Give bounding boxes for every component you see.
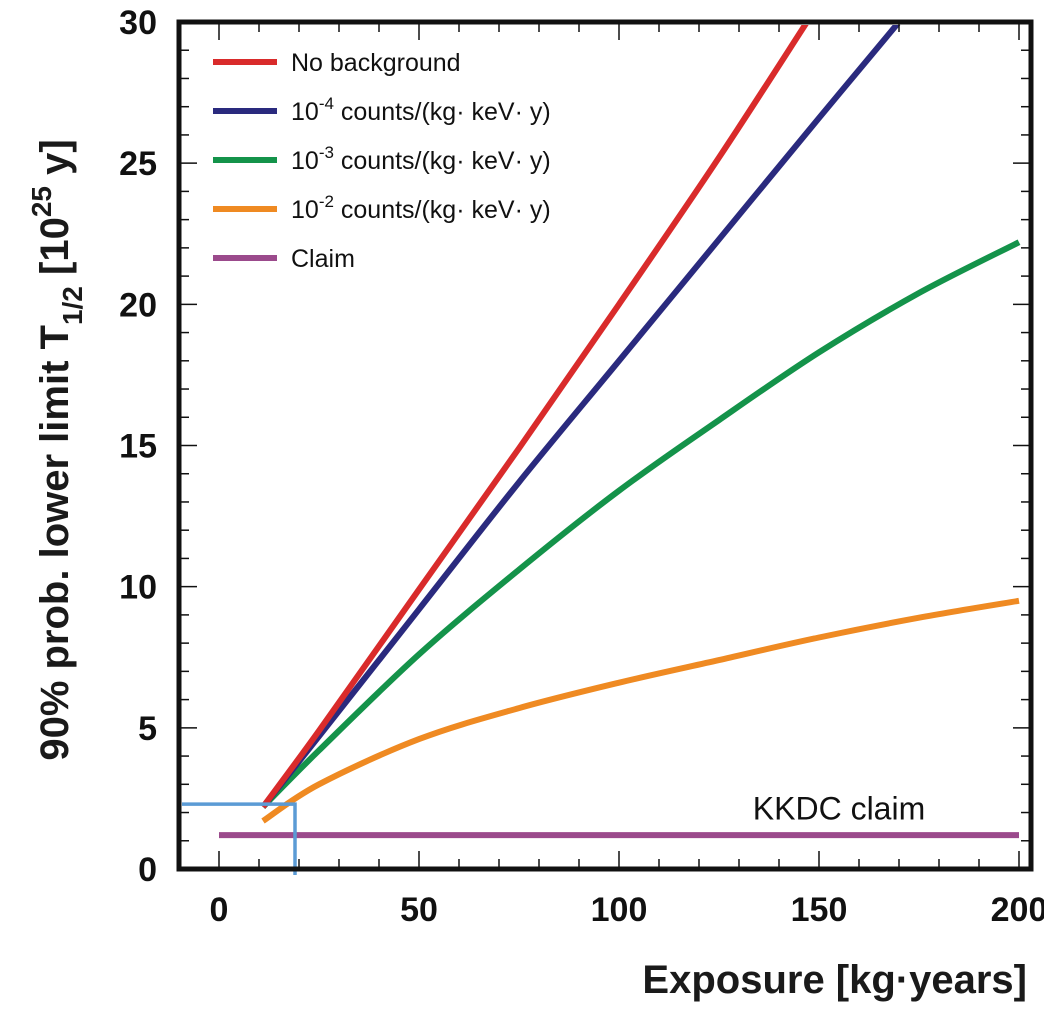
x-tick-label: 200 <box>991 891 1044 929</box>
y-axis-title-subscript: 1/2 <box>57 286 88 325</box>
x-tick-label: 50 <box>400 891 438 929</box>
highlight-bracket <box>182 802 297 875</box>
y-tick-label: 25 <box>119 145 157 183</box>
series-line-3 <box>260 239 1021 810</box>
y-axis-title-bracket: [10 <box>33 217 77 286</box>
tick-marks <box>179 21 1031 870</box>
y-tick-label: 30 <box>119 4 157 42</box>
y-axis-title-superscript: 25 <box>26 186 57 217</box>
y-tick-label: 10 <box>119 569 157 607</box>
annotations: KKDC claim <box>753 791 925 827</box>
y-tick-label: 5 <box>138 710 157 748</box>
legend-label-1: No background <box>291 49 461 77</box>
series-line-4 <box>261 597 1020 824</box>
x-axis-title: Exposure [kg·years] <box>642 958 1027 1002</box>
legend-label-4: 10-2 counts/(kg· keV· y) <box>291 192 551 224</box>
tick-labels: 0 50 100 150 200 0 5 10 15 20 25 30 <box>119 4 1044 929</box>
x-tick-label: 0 <box>210 891 229 929</box>
axis-titles: Exposure [kg·years] 90% prob. lower limi… <box>26 139 1027 1002</box>
y-axis-title-main: 90% prob. lower limit T <box>33 325 77 761</box>
series-line-2 <box>260 25 901 809</box>
y-axis-title-unit: y] <box>33 139 77 186</box>
plot-marks <box>219 25 1021 839</box>
annotation-label-1: KKDC claim <box>753 791 925 827</box>
x-tick-label: 100 <box>591 891 648 929</box>
legend-label-5: Claim <box>291 245 355 273</box>
x-tick-label: 150 <box>791 891 848 929</box>
y-tick-label: 0 <box>138 851 157 889</box>
y-tick-label: 20 <box>119 286 157 324</box>
legend-label-3: 10-3 counts/(kg· keV· y) <box>291 143 551 175</box>
legend-label-2: 10-4 counts/(kg· keV· y) <box>291 94 551 126</box>
y-tick-label: 15 <box>119 428 157 466</box>
series-line-1 <box>260 25 809 809</box>
y-axis-title: 90% prob. lower limit T1/2 [1025 y] <box>26 139 88 760</box>
legend: No background 10-4 counts/(kg· keV· y) 10-… <box>213 49 551 273</box>
